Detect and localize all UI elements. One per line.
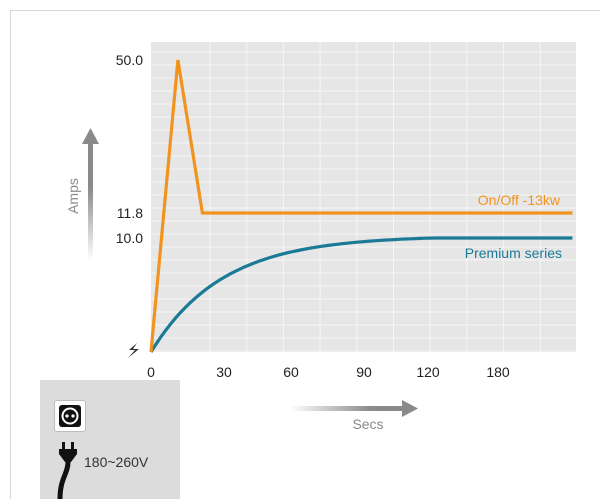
series-label-onoff: On/Off -13kw bbox=[478, 192, 561, 208]
power-plug-icon bbox=[57, 442, 77, 499]
x-tick-label: 0 bbox=[147, 364, 155, 380]
grid-vertical bbox=[209, 42, 541, 352]
x-tick-label: 30 bbox=[216, 364, 232, 380]
plot-area bbox=[151, 42, 576, 352]
series-line-onoff bbox=[149, 59, 573, 353]
x-tick-label: 90 bbox=[356, 364, 372, 380]
y-tick-label: 11.8 bbox=[117, 205, 143, 221]
y-tick-label: 50.0 bbox=[116, 52, 143, 68]
x-axis-arrow bbox=[290, 400, 418, 417]
x-axis-label: Secs bbox=[352, 416, 383, 432]
x-tick-label: 180 bbox=[486, 364, 510, 380]
x-tick-labels: 0 30 60 90 120 180 bbox=[147, 364, 510, 380]
x-tick-label: 60 bbox=[283, 364, 299, 380]
y-tick-label: 10.0 bbox=[116, 230, 143, 246]
grid-horizontal bbox=[151, 51, 576, 352]
x-tick-label: 120 bbox=[416, 364, 440, 380]
voltage-label: 180~260V bbox=[84, 454, 149, 470]
power-socket-icon bbox=[54, 400, 86, 432]
series-layer: On/Off -13kw Premium series bbox=[149, 59, 573, 353]
series-label-premium: Premium series bbox=[465, 245, 562, 261]
y-axis-label: Amps bbox=[65, 178, 81, 214]
chart-frame bbox=[10, 10, 600, 499]
lightning-icon bbox=[128, 343, 139, 358]
power-info-panel: 180~260V bbox=[40, 380, 180, 499]
series-line-premium bbox=[149, 236, 573, 353]
y-tick-labels: 10.0 11.8 50.0 bbox=[116, 52, 143, 246]
y-axis-arrow bbox=[82, 128, 99, 260]
